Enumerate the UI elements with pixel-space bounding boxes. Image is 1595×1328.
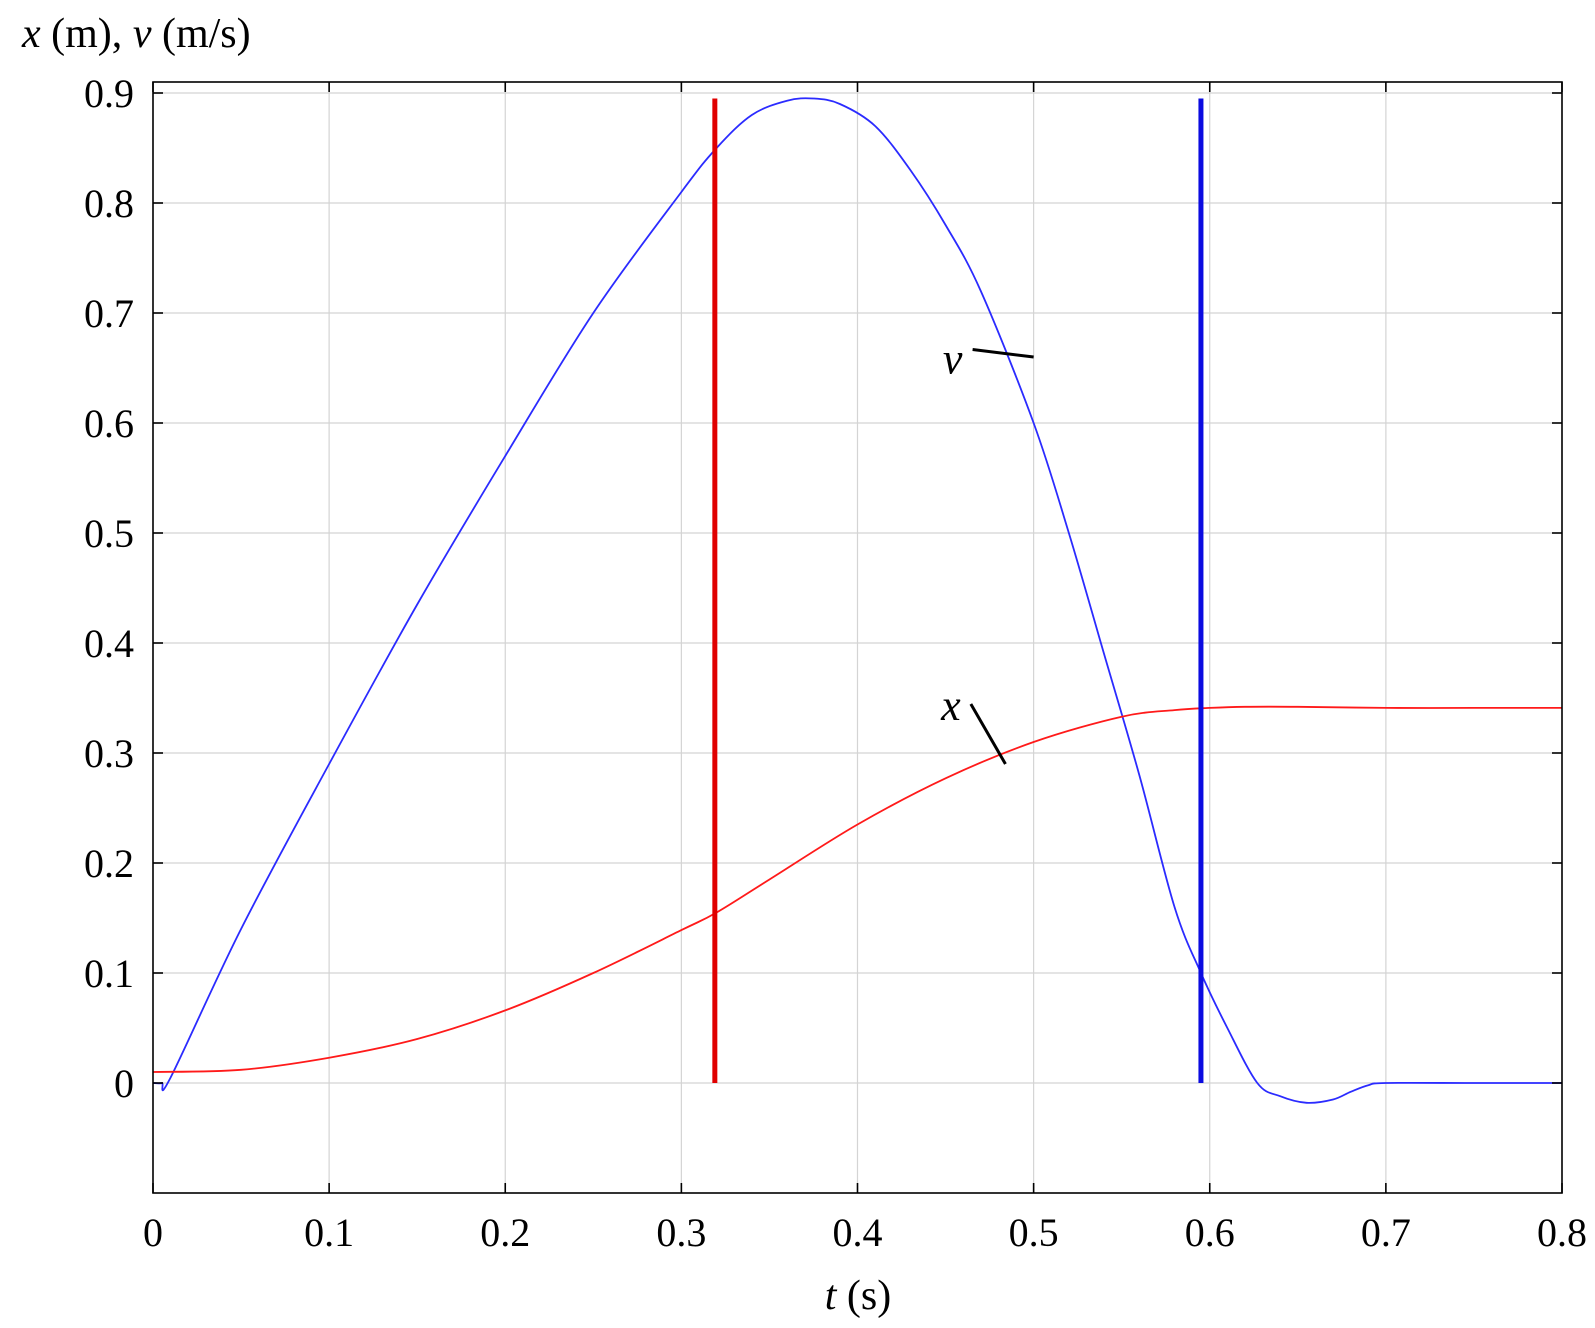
- series-label-v: v: [943, 335, 963, 384]
- y-tick-label: 0.5: [84, 511, 134, 556]
- series-line-x: [152, 705, 1562, 1073]
- marker-layer: [712, 98, 1204, 1083]
- leader-line-v: [972, 348, 1034, 359]
- tick-layer: 0 0.1 0.2 0.3 0.4 0.5 0.6 0.7 0.8 0 0.1 0.2 0.3 0.4 0.…: [84, 71, 1587, 1255]
- x-tick-label: 0.2: [480, 1210, 530, 1255]
- x-tick-label: 0.3: [656, 1210, 706, 1255]
- x-tick-label: 0.8: [1537, 1210, 1587, 1255]
- y-axis-title: x (m), v (m/s): [21, 11, 251, 57]
- axis-title-part: t: [825, 1273, 838, 1319]
- axis-title-part: (m/s): [151, 11, 250, 57]
- y-tick-label: 0.2: [84, 841, 134, 886]
- x-tick-label: 0.1: [304, 1210, 354, 1255]
- axis-title-part: x: [21, 11, 41, 57]
- x-tick-label: 0: [143, 1210, 163, 1255]
- grid: [153, 82, 1562, 1193]
- x-axis-title: t (s): [825, 1273, 892, 1319]
- y-tick-label: 0.4: [84, 621, 134, 666]
- series-layer: [152, 97, 1562, 1104]
- axis-title-part: (s): [836, 1273, 891, 1319]
- x-tick-label: 0.6: [1185, 1210, 1235, 1255]
- leader-line-x: [969, 703, 1007, 765]
- y-tick-label: 0: [114, 1061, 134, 1106]
- y-tick-label: 0.8: [84, 181, 134, 226]
- series-line-v: [152, 97, 1562, 1104]
- annotation-layer: vx: [940, 335, 1034, 765]
- y-tick-label: 0.6: [84, 401, 134, 446]
- x-tick-label: 0.4: [833, 1210, 883, 1255]
- axis-title-part: v: [133, 11, 152, 57]
- series-label-x: x: [940, 681, 961, 730]
- x-tick-label: 0.7: [1361, 1210, 1411, 1255]
- y-tick-label: 0.3: [84, 731, 134, 776]
- x-tick-label: 0.5: [1009, 1210, 1059, 1255]
- y-tick-label: 0.9: [84, 71, 134, 116]
- y-tick-label: 0.1: [84, 951, 134, 996]
- axis-title-part: (m),: [41, 11, 133, 57]
- y-tick-label: 0.7: [84, 291, 134, 336]
